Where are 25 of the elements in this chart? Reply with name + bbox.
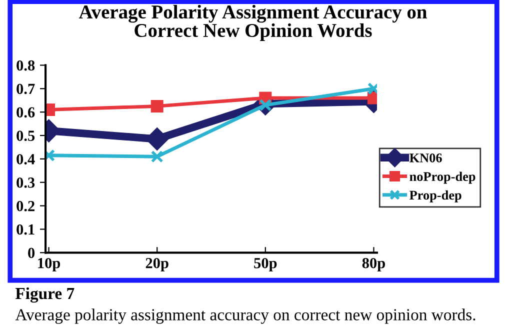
point <box>150 150 164 163</box>
legend-label: KN06 <box>410 153 442 162</box>
y-tick-label: 0.5 <box>16 130 35 142</box>
y-tick-label: 0.4 <box>16 154 35 164</box>
x-tick-label: 50p <box>254 258 277 272</box>
legend-label: noProp-dep <box>410 172 476 184</box>
y-tick-label: 0.3 <box>16 177 35 188</box>
point <box>46 149 56 162</box>
y-tick-label: 0.7 <box>16 84 35 94</box>
caption: Figure 7 <box>15 287 74 303</box>
chart-title: Average Polarity Assignment Accuracy on Correct New Opinion Words <box>78 4 427 41</box>
point <box>46 103 56 116</box>
legend-label: Prop-dep <box>410 190 462 202</box>
point <box>150 100 164 112</box>
text: Average polarity assignment accuracy on correct new opinion words. <box>15 308 476 324</box>
y-tick-label: 0.6 <box>16 107 35 118</box>
x-tick-label: 80p <box>362 258 385 272</box>
x-tick-label: 10p <box>38 258 60 272</box>
x-tick-label: 20p <box>146 258 168 272</box>
y-tick-label: 0 <box>28 248 35 258</box>
y-tick-label: 0.1 <box>16 224 34 235</box>
y-tick-label: 0.8 <box>16 60 35 71</box>
point <box>367 82 377 95</box>
y-tick-label: 0.2 <box>16 200 34 212</box>
point <box>367 92 377 104</box>
